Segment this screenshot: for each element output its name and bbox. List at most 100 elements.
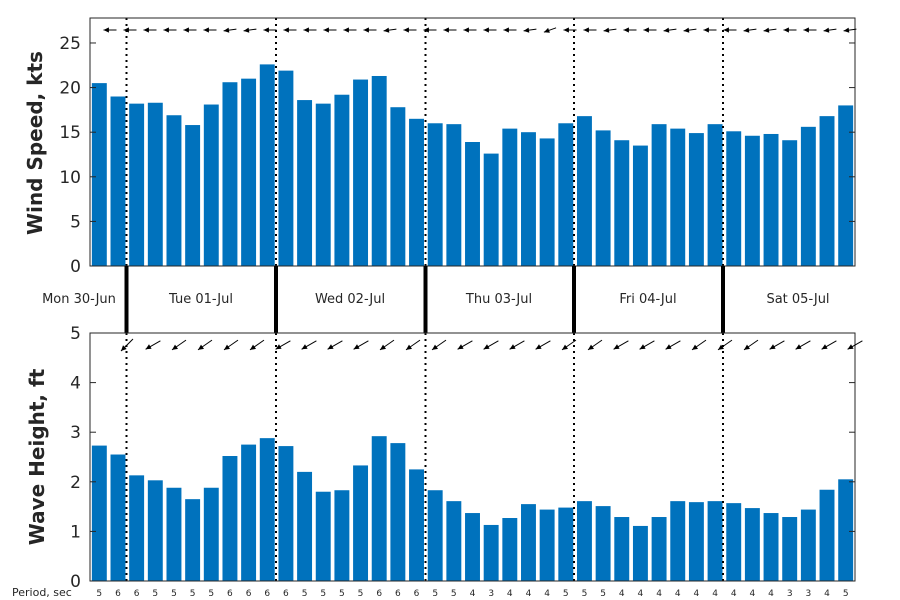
wave-height-panel: 0 1 2 3 4 5 <box>70 324 863 592</box>
wave-ytick-label: 1 <box>70 522 81 542</box>
period-value: 4 <box>675 589 681 599</box>
wave-bar <box>185 499 201 581</box>
day-label-strip: Mon 30-Jun Tue 01-Jul Wed 02-Jul Thu 03-Jul… <box>42 266 830 333</box>
wind-bar <box>670 128 686 266</box>
wind-direction-arrow <box>443 27 457 33</box>
wave-direction-arrow <box>249 339 265 351</box>
wind-bar <box>222 82 238 266</box>
period-value: 4 <box>712 589 718 599</box>
period-value: 6 <box>414 589 420 599</box>
wave-bar <box>632 525 648 581</box>
period-value: 6 <box>395 589 401 599</box>
wave-bar <box>166 487 182 581</box>
wind-direction-arrow <box>263 27 277 33</box>
wave-direction-arrow <box>509 340 525 350</box>
wave-bar <box>222 456 238 581</box>
period-value: 6 <box>376 589 382 599</box>
wind-bar <box>334 94 350 266</box>
wave-direction-arrow <box>197 339 213 351</box>
wave-bar <box>707 501 723 581</box>
period-value: 3 <box>787 589 793 599</box>
wave-direction-arrow <box>587 339 603 351</box>
wind-speed-panel: 0 5 10 15 20 25 <box>59 17 857 277</box>
period-value: 4 <box>768 589 774 599</box>
wave-height-axis-label: Wave Height, ft <box>25 368 49 545</box>
period-value: 6 <box>246 589 252 599</box>
wind-bar <box>800 126 816 266</box>
wind-direction-arrow <box>523 27 537 33</box>
wave-bar <box>409 469 424 581</box>
period-value: 5 <box>339 589 345 599</box>
period-value: 4 <box>526 589 532 599</box>
period-value: 4 <box>824 589 830 599</box>
wind-direction-arrow <box>583 27 597 33</box>
wave-bar <box>558 507 574 581</box>
wave-bar <box>576 501 592 581</box>
wave-direction-arrow <box>717 339 733 351</box>
wave-bar <box>483 524 499 581</box>
wind-direction-arrow <box>483 27 497 33</box>
wave-bar <box>763 513 779 581</box>
wind-bar <box>632 145 648 266</box>
wind-direction-arrow <box>563 27 577 33</box>
wave-direction-arrow <box>821 340 837 350</box>
wind-direction-arrow <box>303 27 317 33</box>
day-label: Tue 01-Jul <box>168 292 233 307</box>
period-value: 5 <box>208 589 214 599</box>
wave-bar <box>502 518 518 581</box>
period-value: 5 <box>843 589 849 599</box>
wave-direction-arrow <box>379 339 395 351</box>
wave-bar <box>838 479 854 581</box>
wave-direction-arrow <box>405 339 421 351</box>
period-value: 6 <box>134 589 140 599</box>
wave-bar <box>465 513 480 581</box>
wave-bar <box>110 454 126 581</box>
wave-direction-arrow <box>535 340 551 350</box>
wave-direction-arrow <box>847 340 863 350</box>
wind-direction-arrow <box>363 27 377 33</box>
wave-bar <box>334 490 350 581</box>
period-value: 5 <box>320 589 326 599</box>
wave-direction-arrow <box>301 340 317 350</box>
wave-bar <box>91 445 107 581</box>
wind-direction-arrow <box>463 27 477 33</box>
wind-direction-arrow <box>603 27 617 33</box>
wind-direction-arrow <box>683 27 697 33</box>
wind-bar <box>371 75 387 267</box>
wind-bar <box>576 116 592 266</box>
wind-bar <box>241 78 257 266</box>
wave-direction-arrow <box>613 340 629 350</box>
wind-bar <box>502 128 518 266</box>
wind-bar <box>185 125 201 266</box>
wave-ytick-label: 3 <box>70 423 81 443</box>
wind-direction-arrow <box>763 27 777 33</box>
wave-bar <box>782 517 798 581</box>
wind-bar <box>409 118 424 266</box>
period-value: 4 <box>619 589 625 599</box>
wind-direction-arrow <box>843 27 857 33</box>
wind-direction-arrow <box>423 27 437 33</box>
period-value: 5 <box>432 589 438 599</box>
wave-direction-arrow <box>639 340 655 350</box>
period-value: 6 <box>283 589 289 599</box>
period-value: 6 <box>115 589 121 599</box>
wind-bar <box>315 103 331 266</box>
period-value: 5 <box>302 589 308 599</box>
wave-bar <box>278 446 294 581</box>
wind-direction-arrow <box>123 27 137 33</box>
wind-bar <box>110 96 126 266</box>
wave-direction-arrow <box>457 340 473 350</box>
wind-bar <box>726 131 742 266</box>
wave-bar <box>726 503 742 581</box>
wave-direction-arrow <box>275 340 291 350</box>
wind-bar <box>166 115 182 267</box>
period-value: 4 <box>507 589 513 599</box>
period-row: Period, sec 5 6 6 5 5 5 5 6 6 6 6 5 5 5 5 6 6 6 5 5 4 3 4 4 4 5 5 5… <box>12 586 849 599</box>
wind-bar <box>278 70 294 266</box>
wind-bar <box>614 140 630 266</box>
period-value: 6 <box>264 589 270 599</box>
day-label: Fri 04-Jul <box>619 292 676 307</box>
wind-bar <box>259 64 275 266</box>
wind-direction-arrow <box>163 27 177 33</box>
